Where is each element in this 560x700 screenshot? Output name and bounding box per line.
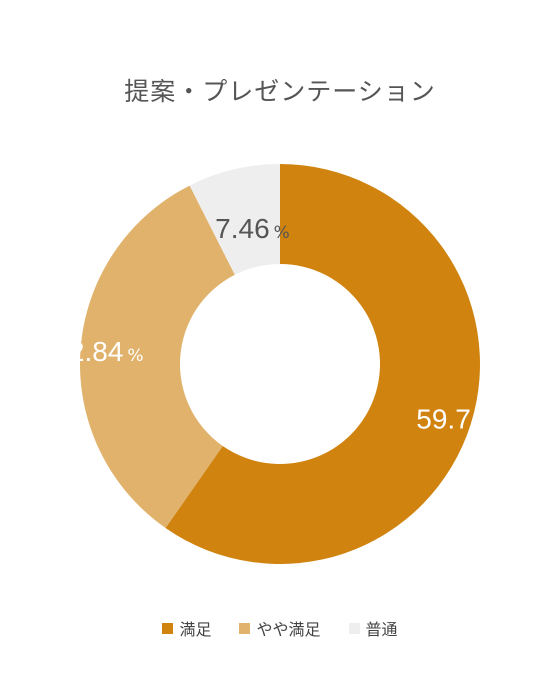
chart-title: 提案・プレゼンテーション (124, 77, 436, 106)
slice-label-somewhat-satisfied: 32.84% (53, 336, 143, 367)
chart-legend: 満足 やや満足 普通 (0, 616, 560, 640)
legend-label: 満足 (179, 620, 212, 639)
slice-label-neutral: 7.46% (215, 213, 290, 244)
slice-unit: % (475, 414, 491, 434)
legend-label: 普通 (365, 620, 398, 639)
slice-satisfied (165, 164, 481, 564)
legend-swatch (348, 622, 360, 634)
slice-neutral (189, 164, 280, 275)
legend-label: やや満足 (256, 620, 321, 639)
slice-unit: % (127, 346, 143, 366)
slice-unit: % (274, 223, 290, 243)
legend-item-somewhat-satisfied: やや満足 (239, 616, 321, 640)
slice-somewhat-satisfied (80, 185, 235, 528)
legend-item-satisfied: 満足 (162, 616, 211, 640)
legend-swatch (162, 622, 174, 634)
legend-swatch (239, 622, 251, 634)
slice-label-satisfied: 59.7% (416, 404, 491, 435)
slice-value: 59.7 (416, 404, 471, 435)
slice-value: 32.84 (53, 336, 123, 367)
slice-value: 7.46 (215, 213, 270, 244)
legend-item-neutral: 普通 (348, 616, 398, 640)
